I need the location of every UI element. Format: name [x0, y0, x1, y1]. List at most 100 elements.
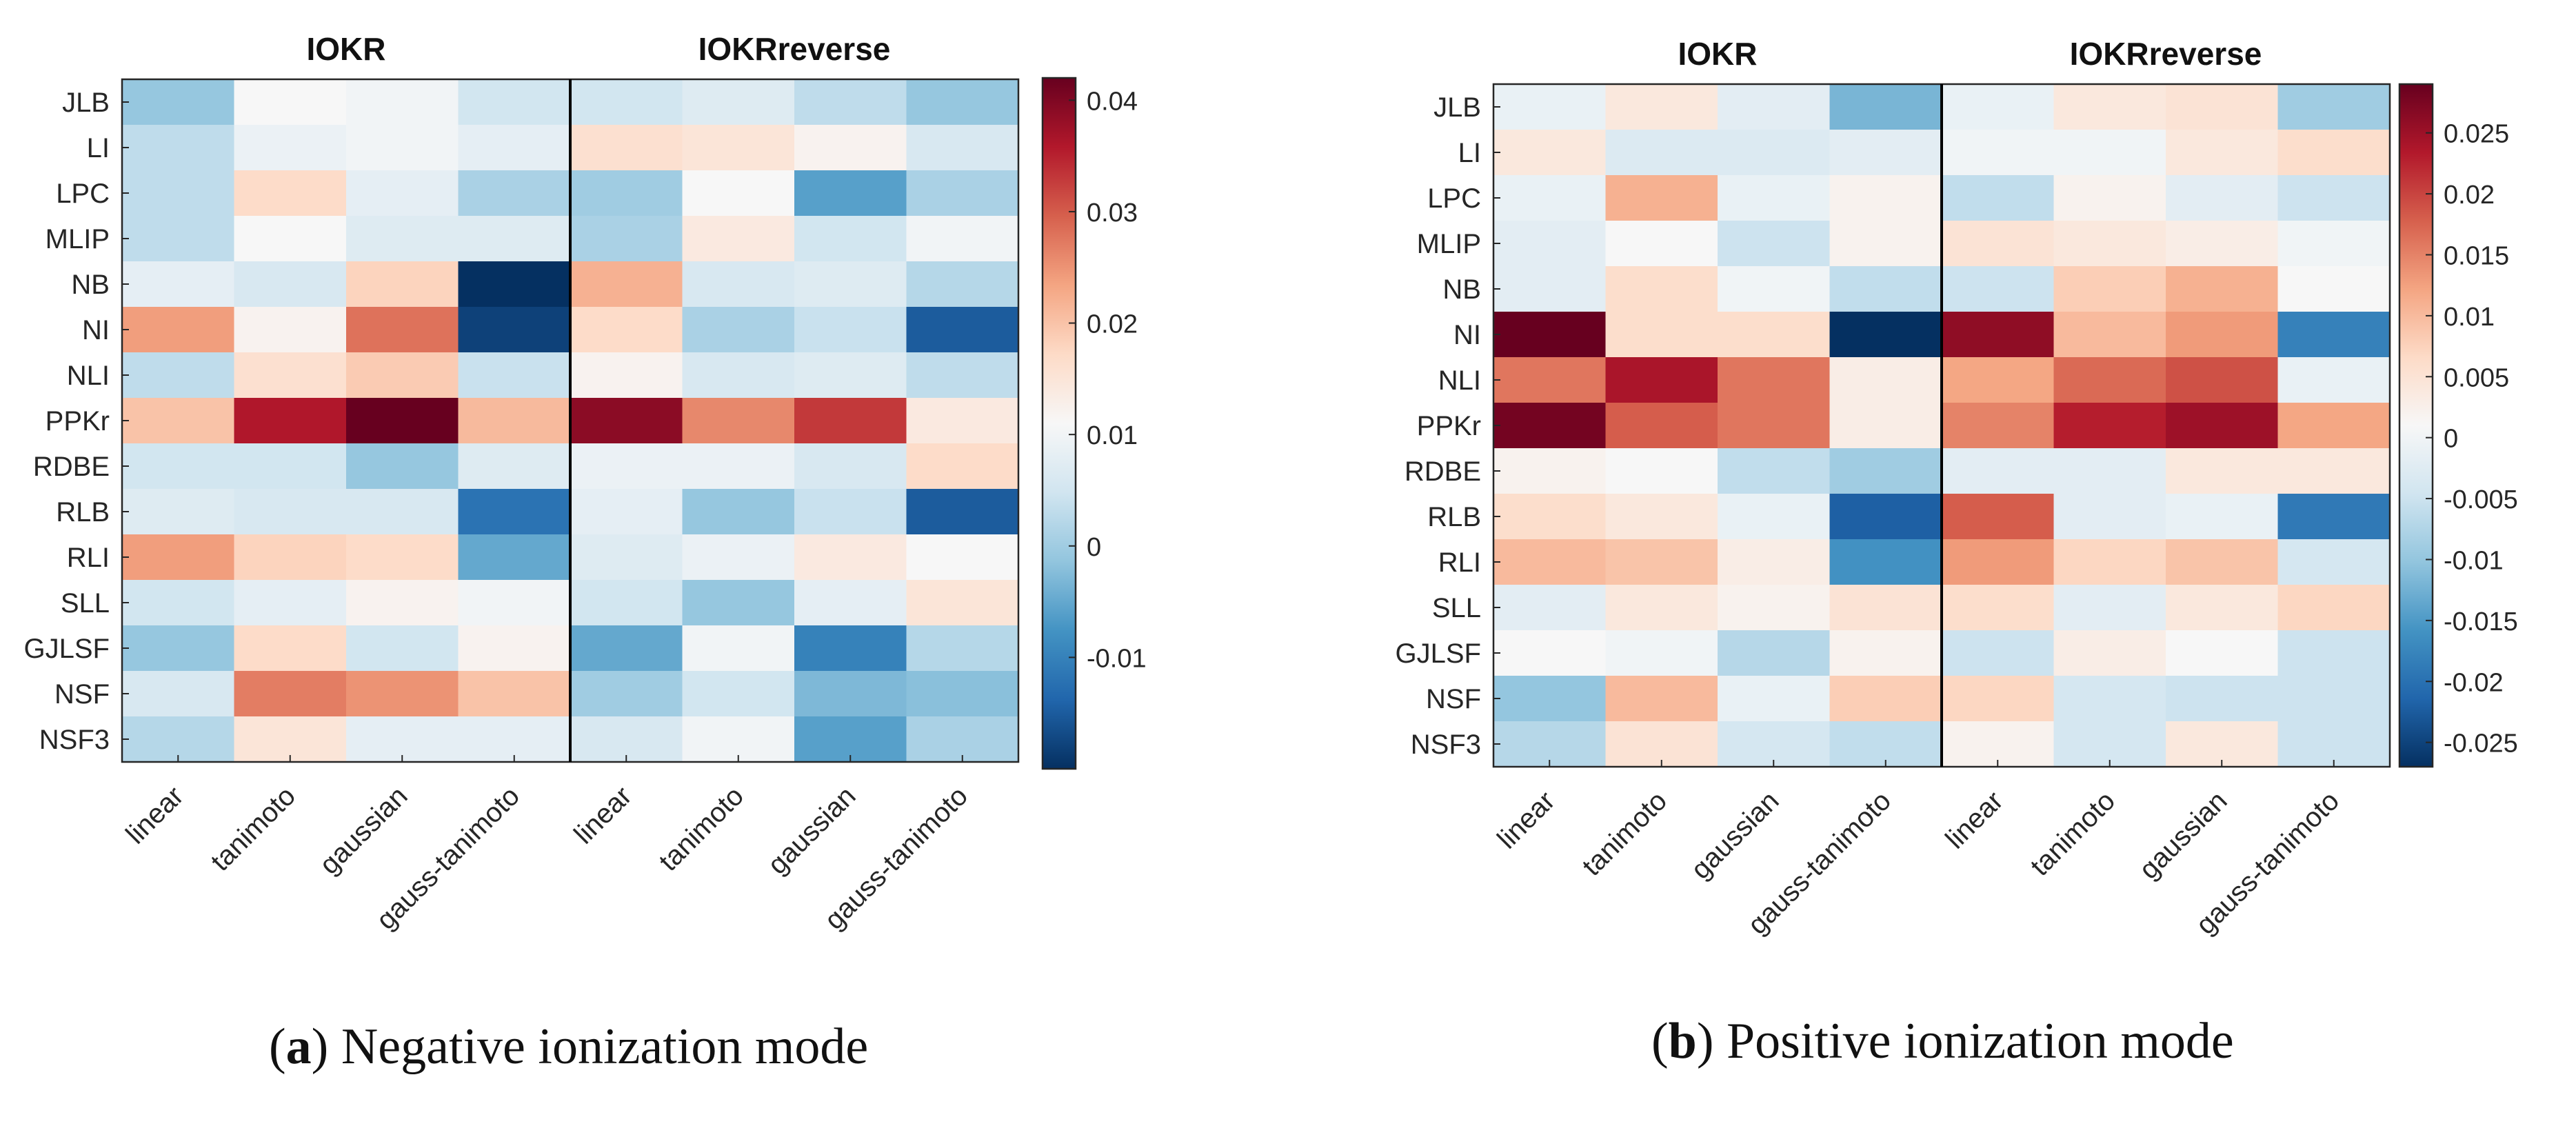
heatmap-cell	[458, 398, 571, 444]
row-label: NSF	[1426, 684, 1481, 714]
colorbar-tick-label: 0.01	[1087, 421, 1138, 450]
row-label: RDBE	[33, 452, 110, 482]
row-label: GJLSF	[1396, 639, 1481, 669]
colorbar-tick-label: 0.03	[1087, 199, 1138, 228]
heatmap-cell	[1718, 312, 1831, 358]
row-label: RDBE	[1405, 456, 1481, 487]
heatmap-cell	[1605, 84, 1718, 130]
heatmap-cell	[1942, 266, 2055, 312]
heatmap-cell	[2166, 357, 2279, 403]
heatmap-cell	[2053, 312, 2166, 358]
row-label: NLI	[67, 361, 110, 391]
heatmap-cell	[346, 625, 459, 672]
heatmap-cell	[1493, 539, 1607, 585]
heatmap-cell	[1718, 221, 1831, 267]
heatmap-cell	[1718, 448, 1831, 494]
heatmap-cell	[122, 489, 235, 535]
heatmap-cell	[1605, 676, 1718, 722]
heatmap-cell	[346, 125, 459, 171]
row-label: RLI	[1438, 547, 1481, 578]
heatmap-cell	[794, 307, 907, 353]
heatmap-cell	[122, 580, 235, 626]
heatmap-cell	[2166, 448, 2279, 494]
row-label: SLL	[61, 588, 110, 619]
row-label: NSF3	[39, 725, 110, 755]
heatmap-cell	[682, 125, 795, 171]
heatmap-cell	[906, 443, 1019, 490]
heatmap-cell	[2053, 630, 2166, 676]
heatmap-cell	[682, 170, 795, 217]
heatmap-cell	[1942, 448, 2055, 494]
heatmap-cell	[346, 489, 459, 535]
row-label: JLB	[62, 88, 110, 118]
heatmap-cell	[1829, 175, 1942, 221]
heatmap-cell	[2166, 630, 2279, 676]
heatmap-cell	[122, 352, 235, 399]
heatmap-cell	[906, 170, 1019, 217]
heatmap-cell	[122, 170, 235, 217]
heatmap-cell	[1829, 630, 1942, 676]
heatmap-cell	[2166, 494, 2279, 540]
colorbar-tick-label: -0.025	[2444, 730, 2518, 758]
heatmap-cell	[458, 671, 571, 717]
heatmap-cell	[794, 352, 907, 399]
heatmap-cell	[234, 580, 347, 626]
heatmap-cell	[2277, 630, 2391, 676]
column-label: gaussian	[2133, 785, 2233, 885]
heatmap-cell	[682, 216, 795, 262]
heatmap-cell	[458, 261, 571, 308]
heatmap-cell	[682, 489, 795, 535]
heatmap-cell	[234, 625, 347, 672]
row-label: PPKr	[46, 406, 110, 436]
heatmap-cell	[2277, 221, 2391, 267]
heatmap-cell	[1829, 266, 1942, 312]
heatmap-cell	[122, 671, 235, 717]
colorbar-tick-label: 0.025	[2444, 120, 2509, 149]
heatmap-cell	[346, 216, 459, 262]
heatmap-cell	[1493, 357, 1607, 403]
heatmap-cell	[458, 79, 571, 125]
heatmap-cell	[458, 125, 571, 171]
heatmap-cell	[794, 398, 907, 444]
heatmap-cell	[234, 398, 347, 444]
heatmap-cell	[2053, 448, 2166, 494]
heatmap-cell	[1605, 403, 1718, 449]
heatmap-cell	[2053, 676, 2166, 722]
heatmap-cell	[1942, 494, 2055, 540]
heatmap-cell	[1605, 357, 1718, 403]
heatmap-cell	[1942, 630, 2055, 676]
heatmap-cell	[1942, 175, 2055, 221]
heatmap-cell	[2166, 721, 2279, 767]
heatmap-cell	[2166, 266, 2279, 312]
heatmap-cell	[2053, 403, 2166, 449]
heatmap-cell	[906, 79, 1019, 125]
heatmap-cell	[1718, 539, 1831, 585]
heatmap-cell	[234, 79, 347, 125]
heatmap-cell	[1605, 585, 1718, 631]
colorbar-tick-label: -0.02	[2444, 668, 2504, 697]
heatmap-cell	[2277, 130, 2391, 176]
row-label: RLB	[1427, 502, 1481, 532]
heatmap-cell	[234, 352, 347, 399]
heatmap-cell	[1493, 448, 1607, 494]
row-label: RLB	[56, 497, 110, 527]
heatmap-cell	[906, 398, 1019, 444]
heatmap-cell	[1493, 494, 1607, 540]
heatmap-cell	[794, 443, 907, 490]
column-label: tanimoto	[205, 781, 302, 877]
row-label: LI	[87, 133, 110, 163]
group-title: IOKRreverse	[2070, 36, 2262, 72]
heatmap-cell	[906, 716, 1019, 763]
caption-a: (a) Negative ionization mode	[269, 1018, 869, 1075]
heatmap-cell	[234, 716, 347, 763]
row-label: RLI	[67, 543, 110, 573]
row-label: JLB	[1433, 92, 1481, 123]
heatmap-cell	[570, 625, 683, 672]
heatmap-cell	[1829, 585, 1942, 631]
heatmap-cell	[1605, 175, 1718, 221]
heatmap-cell	[458, 716, 571, 763]
heatmap-cell	[1718, 175, 1831, 221]
heatmap-cell	[1829, 721, 1942, 767]
heatmap-cell	[570, 307, 683, 353]
